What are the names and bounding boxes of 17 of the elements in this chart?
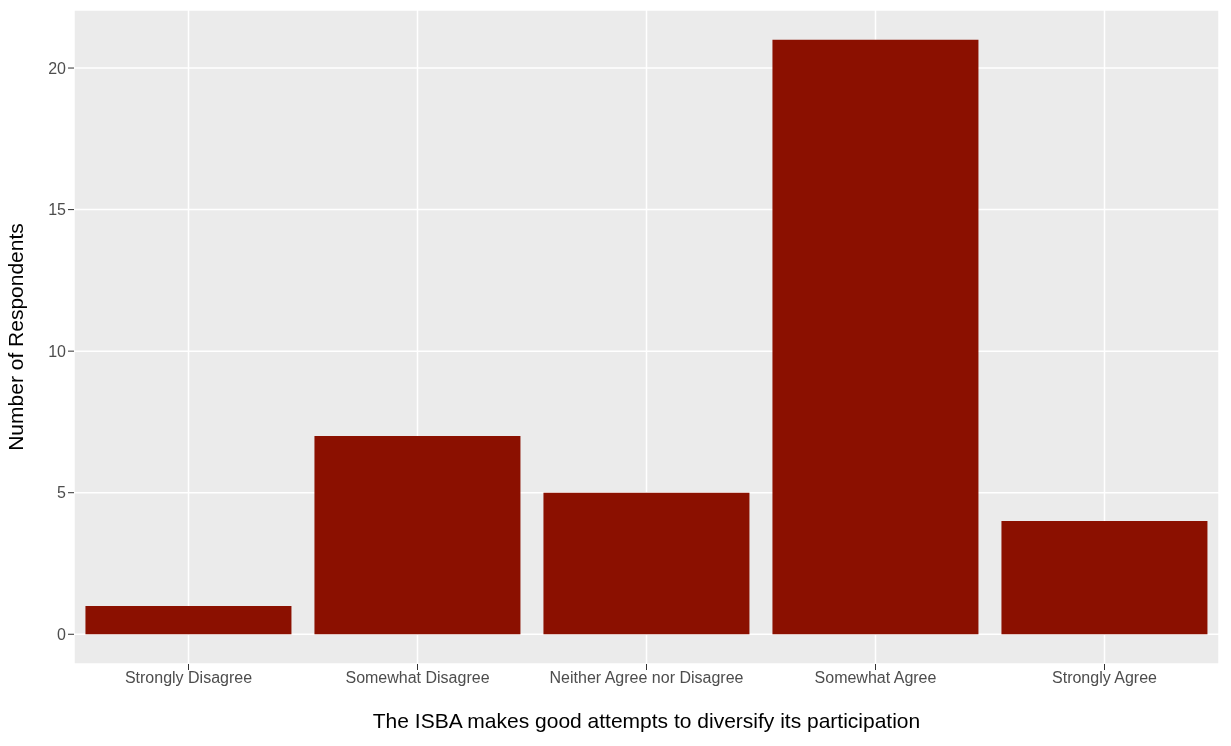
x-axis-title: The ISBA makes good attempts to diversify its participation [372,709,921,732]
x-tick-label: Strongly Disagree [124,669,253,687]
x-tick-label: Strongly Agree [1052,669,1158,687]
x-tick-label: Somewhat Disagree [345,669,490,687]
bar [314,436,521,635]
y-tick-label: 10 [48,342,67,360]
bar [85,605,292,635]
x-tick-label: Somewhat Agree [814,669,937,687]
bar [772,39,979,635]
bar [543,492,750,635]
bar [1001,521,1208,635]
y-tick-label: 0 [57,625,67,643]
y-axis-title: Number of Respondents [4,223,28,451]
y-tick-label: 5 [57,484,67,502]
x-tick-label: Neither Agree nor Disagree [549,669,744,687]
y-tick-label: 20 [48,59,67,77]
y-tick-label: 15 [48,201,67,219]
